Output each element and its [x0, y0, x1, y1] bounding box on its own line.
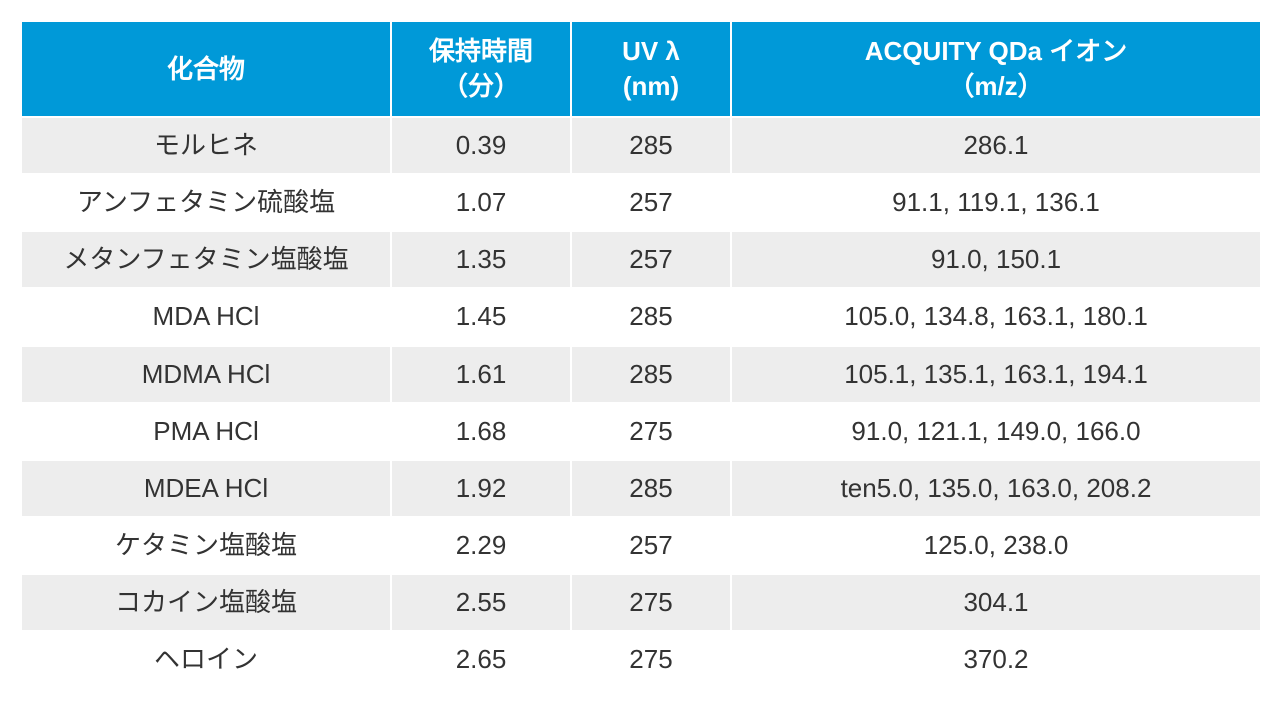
cell-compound: コカイン塩酸塩 [21, 574, 391, 631]
cell-compound: MDEA HCl [21, 460, 391, 517]
table-row: モルヒネ 0.39 285 286.1 [21, 117, 1261, 174]
cell-retention: 2.55 [391, 574, 571, 631]
cell-compound: アンフェタミン硫酸塩 [21, 174, 391, 231]
table-row: メタンフェタミン塩酸塩 1.35 257 91.0, 150.1 [21, 231, 1261, 288]
cell-compound: MDMA HCl [21, 346, 391, 403]
cell-ions: 105.0, 134.8, 163.1, 180.1 [731, 288, 1261, 345]
cell-uv: 257 [571, 517, 731, 574]
cell-ions: ten5.0, 135.0, 163.0, 208.2 [731, 460, 1261, 517]
cell-retention: 1.35 [391, 231, 571, 288]
table-row: MDEA HCl 1.92 285 ten5.0, 135.0, 163.0, … [21, 460, 1261, 517]
cell-ions: 91.0, 150.1 [731, 231, 1261, 288]
table-row: ケタミン塩酸塩 2.29 257 125.0, 238.0 [21, 517, 1261, 574]
cell-ions: 370.2 [731, 631, 1261, 688]
col-header-label: 化合物 [167, 54, 245, 84]
compound-table: 化合物 保持時間 （分） UV λ (nm) ACQUITY QDa イオン （… [20, 20, 1262, 689]
col-header-label: （m/z） [948, 71, 1043, 101]
cell-compound: ケタミン塩酸塩 [21, 517, 391, 574]
cell-compound: ヘロイン [21, 631, 391, 688]
cell-compound: メタンフェタミン塩酸塩 [21, 231, 391, 288]
cell-compound: MDA HCl [21, 288, 391, 345]
cell-uv: 257 [571, 231, 731, 288]
cell-uv: 275 [571, 574, 731, 631]
col-header-label: (nm) [623, 71, 679, 101]
cell-uv: 257 [571, 174, 731, 231]
col-header-compound: 化合物 [21, 21, 391, 117]
table-body: モルヒネ 0.39 285 286.1 アンフェタミン硫酸塩 1.07 257 … [21, 117, 1261, 688]
table-row: PMA HCl 1.68 275 91.0, 121.1, 149.0, 166… [21, 403, 1261, 460]
col-header-ions: ACQUITY QDa イオン （m/z） [731, 21, 1261, 117]
col-header-retention: 保持時間 （分） [391, 21, 571, 117]
cell-uv: 275 [571, 631, 731, 688]
col-header-label: （分） [442, 71, 520, 101]
table-row: ヘロイン 2.65 275 370.2 [21, 631, 1261, 688]
cell-ions: 304.1 [731, 574, 1261, 631]
cell-retention: 1.92 [391, 460, 571, 517]
cell-retention: 2.65 [391, 631, 571, 688]
cell-uv: 285 [571, 346, 731, 403]
col-header-label: ACQUITY QDa イオン [865, 36, 1127, 66]
cell-uv: 275 [571, 403, 731, 460]
table-header: 化合物 保持時間 （分） UV λ (nm) ACQUITY QDa イオン （… [21, 21, 1261, 117]
cell-retention: 1.45 [391, 288, 571, 345]
cell-ions: 286.1 [731, 117, 1261, 174]
cell-ions: 91.1, 119.1, 136.1 [731, 174, 1261, 231]
cell-ions: 91.0, 121.1, 149.0, 166.0 [731, 403, 1261, 460]
cell-ions: 105.1, 135.1, 163.1, 194.1 [731, 346, 1261, 403]
cell-uv: 285 [571, 117, 731, 174]
table-row: アンフェタミン硫酸塩 1.07 257 91.1, 119.1, 136.1 [21, 174, 1261, 231]
cell-compound: モルヒネ [21, 117, 391, 174]
cell-uv: 285 [571, 460, 731, 517]
cell-retention: 1.07 [391, 174, 571, 231]
cell-compound: PMA HCl [21, 403, 391, 460]
table-row: MDA HCl 1.45 285 105.0, 134.8, 163.1, 18… [21, 288, 1261, 345]
cell-retention: 2.29 [391, 517, 571, 574]
cell-retention: 0.39 [391, 117, 571, 174]
cell-uv: 285 [571, 288, 731, 345]
cell-retention: 1.68 [391, 403, 571, 460]
col-header-label: 保持時間 [429, 36, 533, 66]
table-row: MDMA HCl 1.61 285 105.1, 135.1, 163.1, 1… [21, 346, 1261, 403]
col-header-uv: UV λ (nm) [571, 21, 731, 117]
compound-table-container: 化合物 保持時間 （分） UV λ (nm) ACQUITY QDa イオン （… [20, 20, 1260, 689]
cell-ions: 125.0, 238.0 [731, 517, 1261, 574]
table-row: コカイン塩酸塩 2.55 275 304.1 [21, 574, 1261, 631]
cell-retention: 1.61 [391, 346, 571, 403]
col-header-label: UV λ [622, 36, 680, 66]
